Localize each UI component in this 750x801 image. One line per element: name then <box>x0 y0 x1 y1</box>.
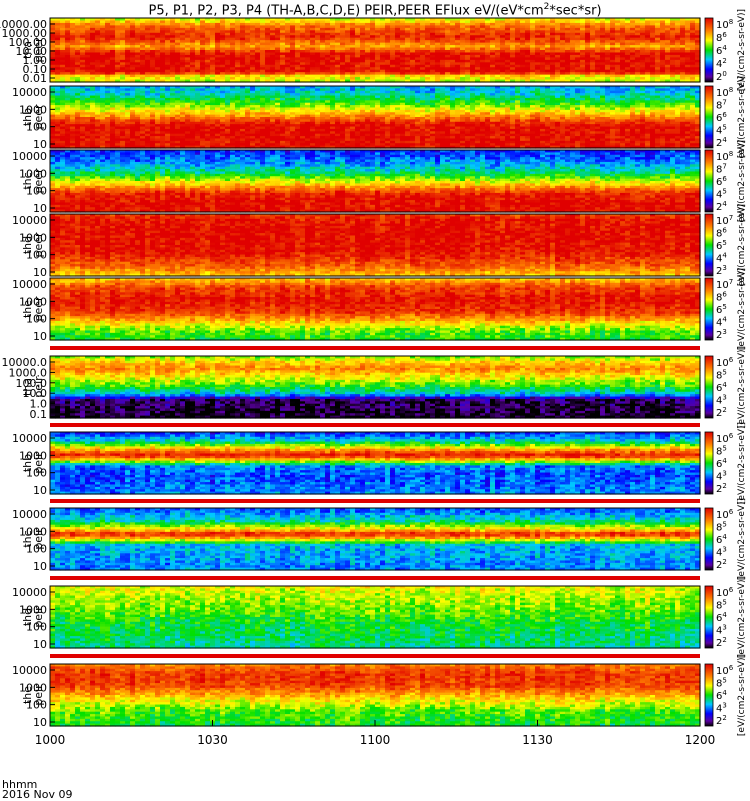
colorbar <box>705 18 713 82</box>
spectrogram-cells <box>50 18 701 83</box>
colorbar-label: 20 <box>716 70 727 83</box>
spectrogram-cells <box>50 86 701 149</box>
y-tick-label: 0.01 <box>23 72 48 85</box>
colorbar-label: 108 <box>716 18 733 31</box>
colorbar-label: 86 <box>716 31 727 44</box>
panel-tha-peer: 10000.001000.00100.0010.001.000.100.01th… <box>0 9 747 91</box>
colorbar-label: 64 <box>716 44 727 57</box>
colorbar-label: 42 <box>716 57 727 70</box>
panel-thb-peer: 10000100010010thbpeer10887664524[eV/(cm2… <box>12 76 747 158</box>
panels-layer: 10000.001000.00100.0010.001.000.100.01th… <box>0 9 747 747</box>
panel-species-label: peer <box>32 37 45 63</box>
